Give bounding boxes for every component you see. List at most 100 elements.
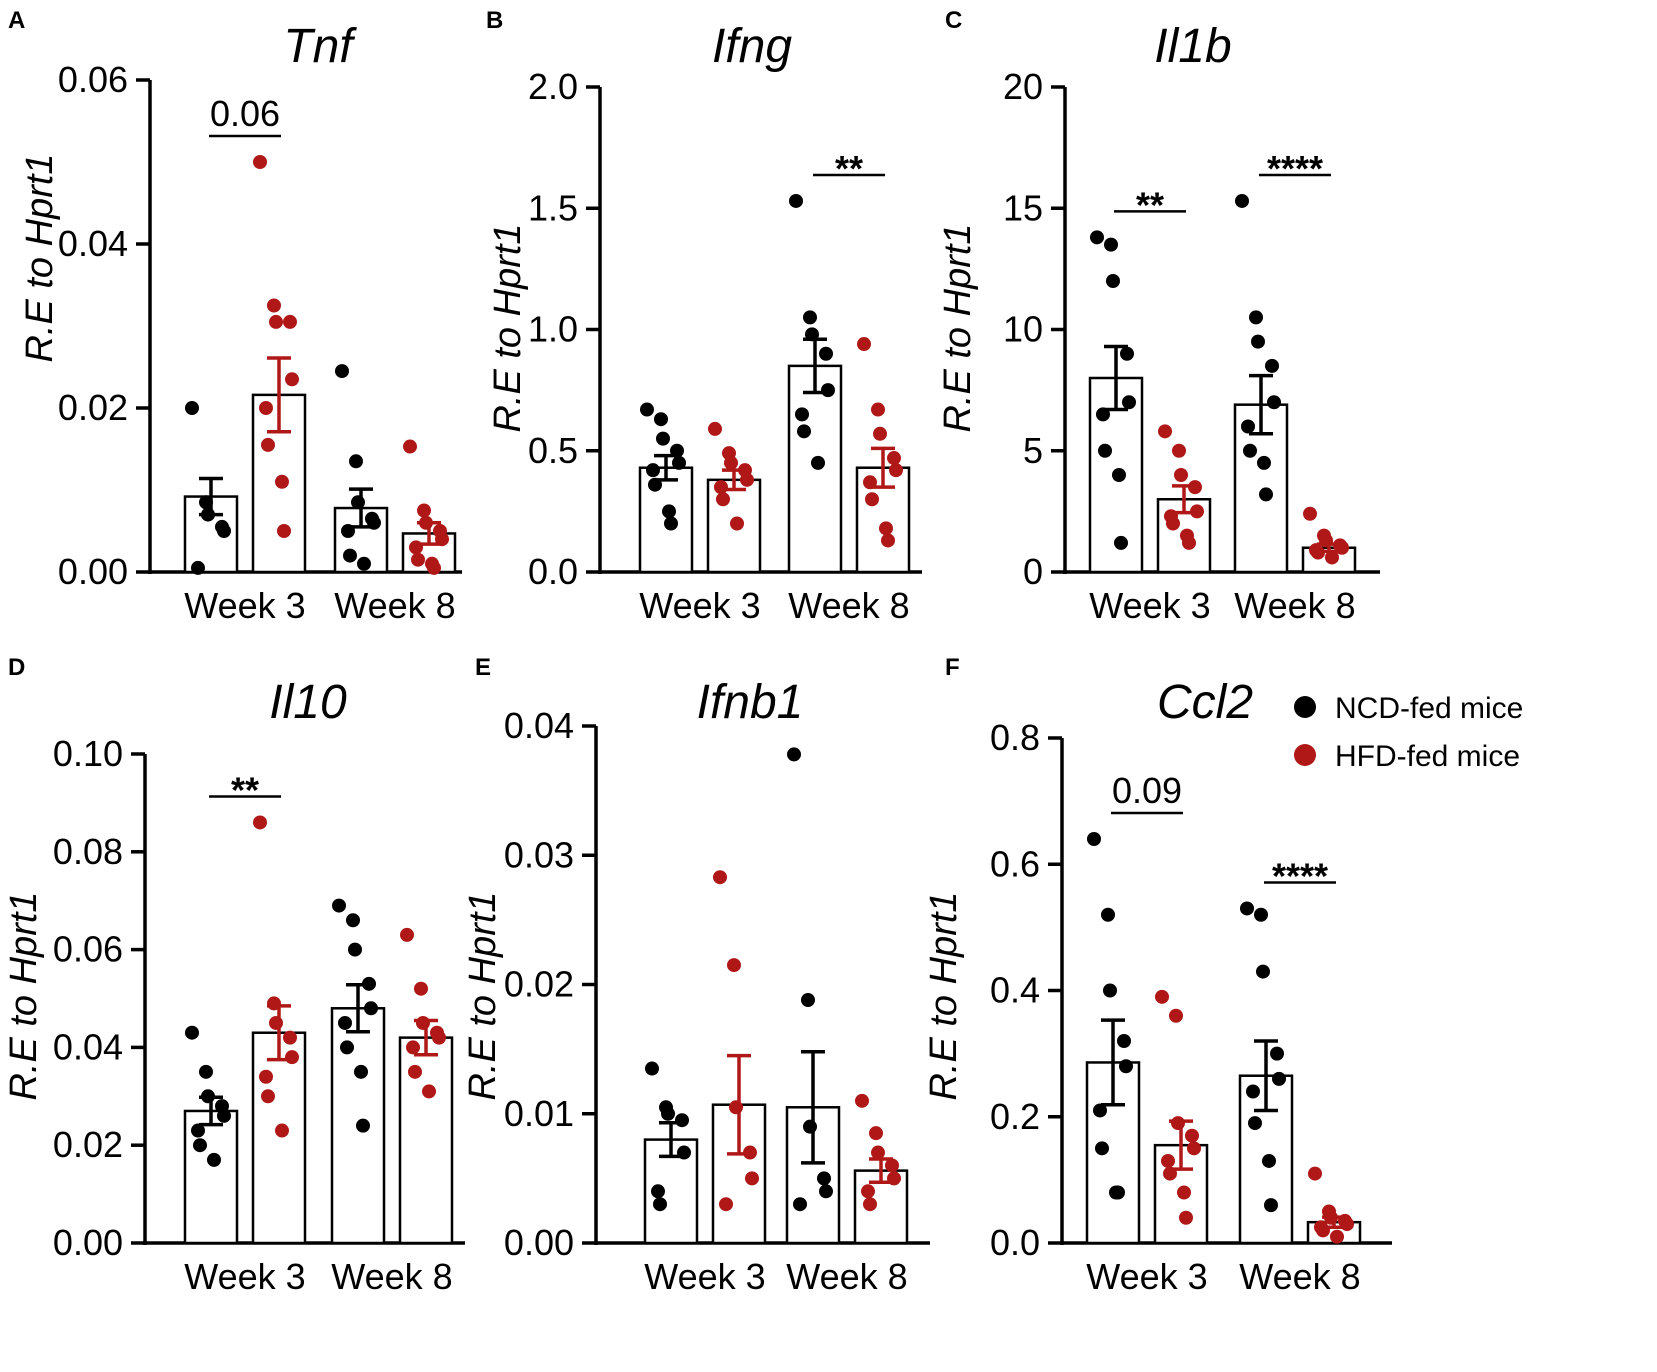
data-point-d-ncd bbox=[217, 1108, 231, 1123]
y-tick-label-a: 0.00 bbox=[58, 551, 128, 592]
significance-label-c: ** bbox=[1136, 184, 1164, 225]
y-tick-label-f: 0.2 bbox=[990, 1096, 1040, 1137]
data-point-b-ncd bbox=[662, 504, 676, 519]
x-category-label-b: Week 3 bbox=[639, 585, 760, 626]
x-category-label-d: Week 3 bbox=[184, 1256, 305, 1297]
data-point-b-hfd bbox=[873, 426, 887, 441]
data-point-b-hfd bbox=[740, 472, 754, 487]
panel-a: A Tnf R.E to Hprt1 0.00 0.02 0.04 0.06 Week 3 We… bbox=[8, 7, 462, 626]
data-point-b-ncd bbox=[811, 455, 825, 470]
data-point-a-hfd bbox=[267, 298, 281, 313]
data-point-c-hfd bbox=[1325, 550, 1339, 565]
y-tick-label-b: 0.0 bbox=[528, 551, 578, 592]
data-point-d-hfd bbox=[416, 1015, 430, 1030]
data-point-c-ncd bbox=[1265, 358, 1279, 373]
y-tick-label-d: 0.00 bbox=[53, 1222, 123, 1263]
data-point-d-hfd bbox=[406, 1040, 420, 1055]
panel-letter-e: E bbox=[475, 654, 491, 681]
data-point-e-hfd bbox=[745, 1171, 759, 1186]
data-point-d-hfd bbox=[414, 981, 428, 996]
data-point-f-hfd bbox=[1177, 1185, 1191, 1200]
data-point-f-ncd bbox=[1101, 907, 1115, 922]
data-point-f-hfd bbox=[1169, 1008, 1183, 1023]
data-point-e-hfd bbox=[719, 1197, 733, 1212]
bar-d-hfd-1 bbox=[251, 1031, 307, 1245]
data-point-e-hfd bbox=[869, 1126, 883, 1141]
data-point-b-ncd bbox=[654, 412, 668, 427]
data-point-f-hfd bbox=[1308, 1166, 1322, 1181]
data-point-f-ncd bbox=[1254, 907, 1268, 922]
data-point-b-hfd bbox=[887, 451, 901, 466]
data-point-a-hfd bbox=[417, 503, 431, 518]
data-point-c-ncd bbox=[1241, 419, 1255, 434]
y-tick-label-c: 5 bbox=[1023, 430, 1043, 471]
data-point-a-ncd bbox=[351, 495, 365, 510]
data-point-f-hfd bbox=[1171, 1116, 1185, 1131]
data-point-f-ncd bbox=[1256, 964, 1270, 979]
panel-e: E Ifnb1 R.E to Hprt1 0.00 0.01 0.02 0.03 0.04 We… bbox=[462, 654, 930, 1297]
data-point-d-ncd bbox=[364, 1001, 378, 1016]
data-point-a-hfd bbox=[283, 314, 297, 329]
data-point-d-ncd bbox=[356, 1118, 370, 1133]
data-point-c-ncd bbox=[1112, 468, 1126, 482]
data-point-c-ncd bbox=[1243, 443, 1257, 458]
data-point-f-hfd bbox=[1179, 1210, 1193, 1225]
y-axis-label-c: R.E to Hprt1 bbox=[937, 223, 979, 432]
data-point-c-ncd bbox=[1267, 395, 1281, 410]
y-tick-label-d: 0.02 bbox=[53, 1124, 123, 1165]
data-point-c-ncd bbox=[1235, 193, 1249, 208]
significance-label-f: **** bbox=[1272, 855, 1328, 896]
data-point-e-ncd bbox=[645, 1061, 659, 1076]
y-tick-label-b: 1.5 bbox=[528, 187, 578, 228]
panel-letter-c: C bbox=[945, 7, 962, 34]
data-point-b-ncd bbox=[656, 431, 670, 446]
y-tick-label-e: 0.03 bbox=[504, 834, 574, 875]
data-point-f-hfd bbox=[1185, 1128, 1199, 1143]
data-point-f-ncd bbox=[1262, 1153, 1276, 1168]
data-point-e-hfd bbox=[713, 870, 727, 885]
data-point-f-ncd bbox=[1117, 1034, 1131, 1048]
data-point-e-hfd bbox=[729, 1100, 743, 1115]
data-point-a-hfd bbox=[261, 437, 275, 452]
data-point-a-ncd bbox=[357, 556, 371, 571]
data-point-b-ncd bbox=[646, 463, 660, 478]
data-point-f-ncd bbox=[1246, 1084, 1260, 1099]
x-category-label-e: Week 3 bbox=[644, 1256, 765, 1297]
data-point-d-ncd bbox=[346, 913, 360, 928]
y-tick-label-b: 0.5 bbox=[528, 430, 578, 471]
data-point-e-ncd bbox=[787, 747, 801, 762]
y-tick-label-b: 2.0 bbox=[528, 66, 578, 107]
data-point-b-ncd bbox=[821, 383, 835, 398]
data-point-e-hfd bbox=[727, 958, 741, 973]
data-point-c-ncd bbox=[1257, 455, 1271, 470]
data-point-c-ncd bbox=[1122, 395, 1136, 410]
y-tick-label-d: 0.10 bbox=[53, 733, 123, 774]
data-point-e-hfd bbox=[871, 1145, 885, 1160]
data-point-e-hfd bbox=[885, 1158, 899, 1173]
panel-title-a: Tnf bbox=[283, 20, 357, 73]
data-point-a-ncd bbox=[217, 524, 231, 538]
data-point-f-hfd bbox=[1155, 989, 1169, 1004]
panel-title-b: Ifng bbox=[712, 20, 792, 73]
significance-label-c: **** bbox=[1267, 148, 1323, 189]
panel-title-d: Il10 bbox=[269, 676, 347, 729]
data-point-d-ncd bbox=[185, 1025, 199, 1040]
bar-d-hfd-2 bbox=[398, 1036, 454, 1245]
data-point-e-ncd bbox=[793, 1197, 807, 1212]
data-point-c-hfd bbox=[1174, 468, 1188, 482]
data-point-c-ncd bbox=[1259, 487, 1273, 502]
data-point-f-hfd bbox=[1187, 1141, 1201, 1156]
y-tick-label-d: 0.06 bbox=[53, 929, 123, 970]
y-tick-label-c: 0 bbox=[1023, 551, 1043, 592]
x-category-label-c: Week 3 bbox=[1089, 585, 1210, 626]
data-point-d-hfd bbox=[253, 815, 267, 830]
data-point-b-hfd bbox=[871, 402, 885, 417]
data-point-f-ncd bbox=[1240, 901, 1254, 916]
y-tick-label-f: 0.8 bbox=[990, 717, 1040, 758]
data-point-b-hfd bbox=[889, 463, 903, 478]
panel-letter-a: A bbox=[8, 7, 25, 34]
data-point-b-hfd bbox=[708, 421, 722, 436]
data-point-d-hfd bbox=[259, 1069, 273, 1084]
data-point-f-hfd bbox=[1161, 1153, 1175, 1168]
